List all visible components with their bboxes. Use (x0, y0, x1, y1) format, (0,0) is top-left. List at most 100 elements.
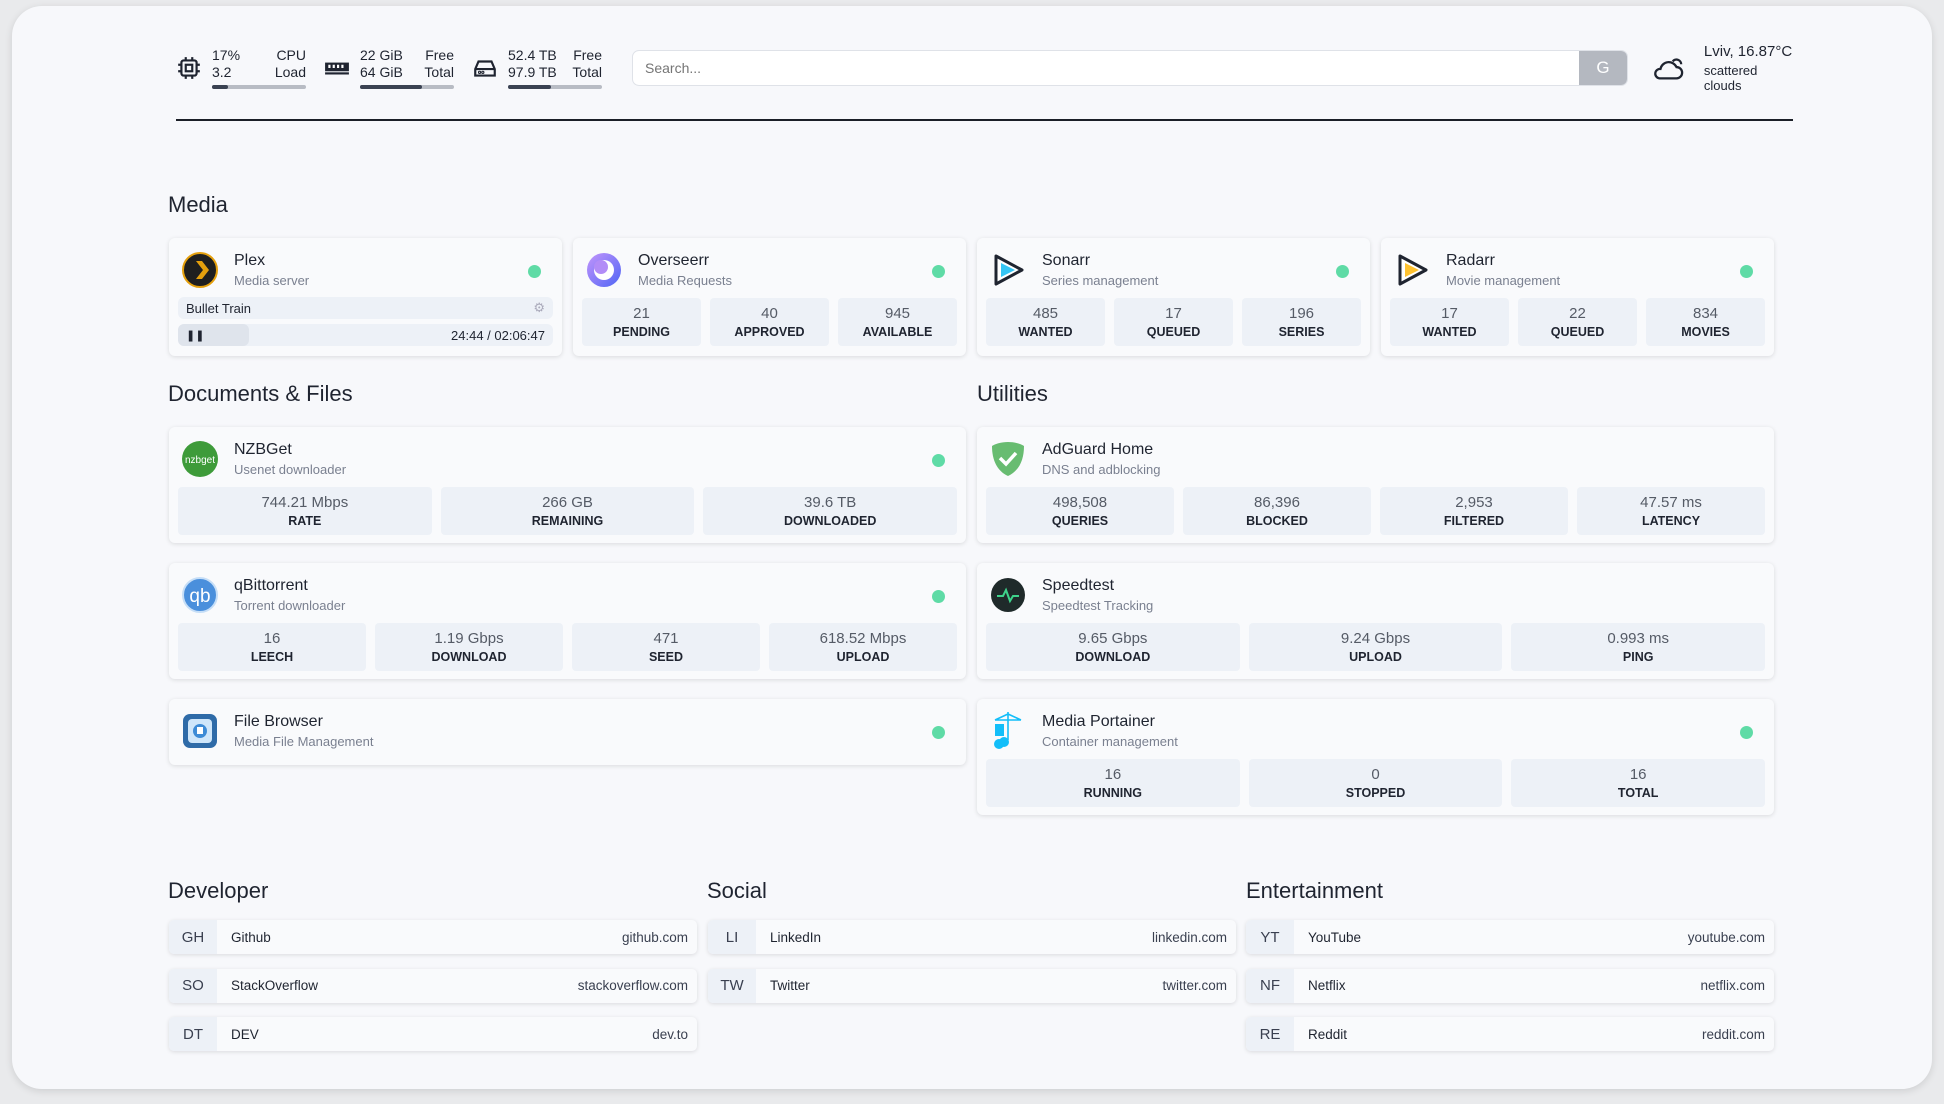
bookmark-abbr: NF (1246, 968, 1294, 1003)
stat-label: QUEUED (1146, 325, 1201, 339)
file-browser-icon (183, 714, 217, 748)
cpu-load: 3.2 (212, 64, 232, 80)
plex-card[interactable]: Plex Media server Bullet Train ⚙ ❚❚ 24:44 /… (169, 238, 562, 356)
service-title: Media Portainer (1042, 713, 1155, 730)
overseerr-card[interactable]: Overseerr Media Requests 21 PENDING 40 APPRO… (573, 238, 966, 356)
bookmark-dev[interactable]: DT DEV dev.to (169, 1017, 697, 1051)
bookmark-abbr: GH (169, 920, 217, 954)
portainer-icon (994, 712, 1022, 749)
bookmark-reddit[interactable]: RE Reddit reddit.com (1246, 1017, 1774, 1051)
total-label: Total (424, 64, 454, 80)
bookmark-url: stackoverflow.com (577, 978, 688, 993)
page-frame: 17% CPU 3.2 Load 22 GiB Free 64 GiB Total 52… (12, 6, 1932, 1089)
stat-value: 39.6 TB (804, 494, 857, 511)
bookmark-url: youtube.com (1687, 929, 1765, 945)
bookmark-name: YouTube (1308, 929, 1362, 945)
speedtest-card[interactable]: Speedtest Speedtest Tracking 9.65 Gbps DOW… (977, 563, 1774, 679)
stat-value: 0.993 ms (1607, 630, 1670, 647)
settings-icon[interactable]: ⚙ (533, 300, 545, 315)
service-subtitle: Torrent downloader (234, 598, 346, 613)
bookmark-url: github.com (621, 929, 688, 945)
stat-value: 9.24 Gbps (1340, 630, 1411, 647)
bookmark-twitter[interactable]: TW Twitter twitter.com (708, 968, 1236, 1003)
status-dot (1740, 265, 1753, 278)
bookmark-github[interactable]: GH Github github.com (169, 920, 697, 954)
section-utilities: Utilities (977, 381, 1048, 406)
service-title: Speedtest (1042, 577, 1115, 594)
section-developer: Developer (168, 878, 269, 903)
search-google-button[interactable]: G (1579, 51, 1627, 85)
total-label: Total (572, 64, 602, 80)
stat-label: MOVIES (1681, 325, 1730, 339)
stat-running: 16 RUNNING (986, 759, 1240, 807)
bookmark-linkedin[interactable]: LI LinkedIn linkedin.com (708, 920, 1236, 954)
stat-value: 47.57 ms (1640, 494, 1702, 511)
stat-label: DOWNLOADED (784, 514, 877, 528)
cpu-label: CPU (276, 47, 306, 63)
pause-icon[interactable]: ❚❚ (186, 329, 205, 342)
playback-time: 24:44 / 02:06:47 (451, 327, 545, 343)
service-title: Overseerr (638, 252, 710, 269)
portainer-card[interactable]: Media Portainer Container management 16 RU… (977, 699, 1774, 815)
radarr-card[interactable]: Radarr Movie management 17 WANTED 22 QUEUED 8… (1381, 238, 1774, 356)
stat-label: APPROVED (734, 325, 805, 339)
stat-label: SERIES (1278, 325, 1325, 339)
search-input[interactable] (633, 60, 1579, 76)
stat-label: AVAILABLE (862, 325, 933, 339)
service-subtitle: Usenet downloader (234, 462, 347, 477)
service-title: Plex (234, 252, 266, 269)
stat-value: 16 (1629, 766, 1647, 783)
stat-latency: 47.57 ms LATENCY (1577, 487, 1765, 535)
stat-value: 21 (633, 305, 650, 322)
stat-pending: 21 PENDING (582, 298, 701, 346)
playback-progress: ❚❚ 24:44 / 02:06:47 (178, 324, 553, 346)
status-dot (932, 726, 945, 739)
overseerr-icon (587, 253, 621, 287)
bookmark-name: StackOverflow (231, 978, 319, 993)
stat-value: 618.52 Mbps (819, 630, 907, 647)
stat-value: 16 (263, 630, 281, 647)
cpu-widget: 17% CPU 3.2 Load (176, 47, 306, 89)
nzbget-icon: nzbget (182, 441, 218, 477)
service-subtitle: Speedtest Tracking (1042, 598, 1154, 613)
stat-label: BLOCKED (1246, 514, 1308, 528)
nzbget-card[interactable]: nzbget NZBGet Usenet downloader 744.21 Mb… (169, 427, 966, 543)
stat-value: 834 (1692, 305, 1719, 322)
cpu-percent: 17% (212, 47, 241, 63)
stat-value: 0 (1371, 766, 1380, 783)
cpu-icon (178, 57, 200, 79)
weather-description: scattered clouds (1703, 63, 1758, 93)
status-dot (1336, 265, 1349, 278)
adguard-card[interactable]: AdGuard Home DNS and adblocking 498,508 QU… (977, 427, 1774, 543)
file-browser-card[interactable]: File Browser Media File Management (169, 699, 966, 765)
stat-value: 1.19 Gbps (434, 630, 504, 647)
stat-label: TOTAL (1617, 786, 1659, 800)
now-playing-title: Bullet Train (186, 300, 252, 316)
shield-check-icon (992, 442, 1024, 476)
stat-series: 196 SERIES (1242, 298, 1361, 346)
sonarr-card[interactable]: Sonarr Series management 485 WANTED 17 QUEUE… (977, 238, 1370, 356)
stat-value: 16 (1104, 766, 1122, 783)
bookmark-abbr: SO (169, 968, 217, 1003)
stat-value: 485 (1032, 305, 1059, 322)
section-media: Media (168, 192, 228, 217)
bookmark-netflix[interactable]: NF Netflix netflix.com (1246, 968, 1774, 1003)
stat-value: 744.21 Mbps (261, 494, 349, 511)
bookmark-youtube[interactable]: YT YouTube youtube.com (1246, 920, 1774, 954)
plex-icon (182, 252, 218, 288)
ram-bar (360, 85, 454, 89)
bookmark-abbr: YT (1246, 920, 1294, 954)
stat-label: QUEUED (1550, 325, 1605, 339)
status-dot (528, 265, 541, 278)
status-dot (932, 454, 945, 467)
service-subtitle: Movie management (1446, 273, 1561, 288)
stat-downloaded: 39.6 TB DOWNLOADED (703, 487, 958, 535)
service-title: Sonarr (1042, 252, 1091, 269)
qbittorrent-card[interactable]: qb qBittorrent Torrent downloader 16 LEECH… (169, 563, 966, 679)
status-dot (932, 265, 945, 278)
stat-value: 471 (653, 630, 679, 647)
service-subtitle: Series management (1042, 273, 1159, 288)
stat-label: DOWNLOAD (431, 650, 507, 664)
stat-label: RATE (288, 514, 322, 528)
bookmark-stackoverflow[interactable]: SO StackOverflow stackoverflow.com (169, 968, 697, 1003)
